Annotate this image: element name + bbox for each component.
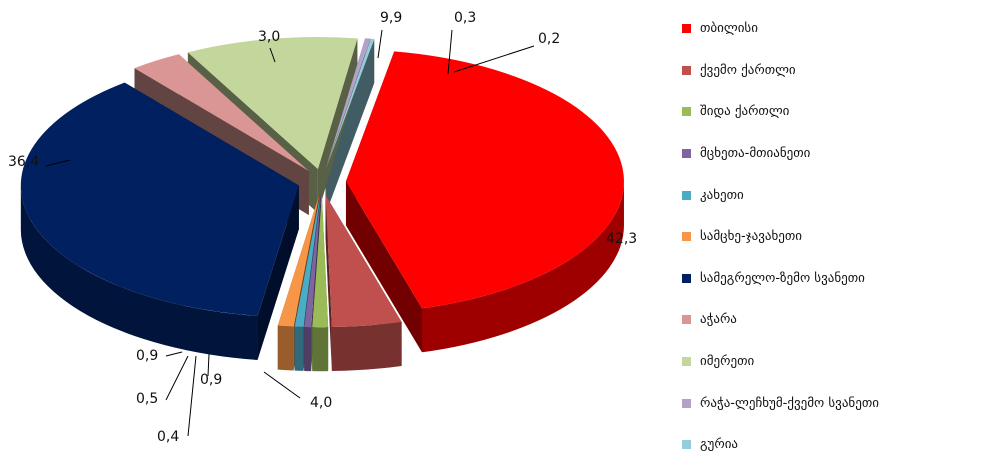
- slice-side: [304, 326, 312, 372]
- legend-swatch: [682, 24, 691, 34]
- slice-wall: [345, 181, 422, 353]
- slice-6: [20, 82, 299, 316]
- slice-side: [312, 327, 329, 372]
- slice-5: [277, 195, 320, 327]
- data-label: 36,4: [8, 154, 39, 170]
- leader-line: [263, 371, 301, 399]
- legend-item: თბილისი: [682, 8, 982, 50]
- data-label: 0,5: [136, 391, 158, 407]
- legend-swatch: [682, 190, 691, 200]
- pie-chart: 42,3 4,0 0,9 0,4 0,5 0,9 36,4 3,0 9,9 0,3 0,2: [8, 10, 637, 445]
- data-label: 0,4: [157, 429, 179, 445]
- slice-side: [20, 185, 258, 360]
- leader-line: [165, 351, 183, 357]
- slice-3: [304, 195, 321, 328]
- slice-10: [326, 38, 375, 169]
- legend-item: იმერეთი: [682, 341, 982, 383]
- data-labels: 42,3 4,0 0,9 0,4 0,5 0,9 36,4 3,0 9,9 0,3 0,2: [8, 10, 637, 445]
- leader-line: [447, 29, 453, 75]
- legend-label: სამეგრელო-ზემო სვანეთი: [700, 270, 865, 286]
- data-label: 0,9: [136, 348, 158, 364]
- data-label: 0,2: [538, 31, 560, 47]
- legend-label: იმერეთი: [700, 354, 755, 370]
- legend-swatch: [682, 65, 691, 75]
- legend-swatch: [682, 398, 691, 408]
- data-label: 0,9: [200, 372, 222, 388]
- slice-wall: [257, 185, 299, 360]
- legend-label: კახეთი: [700, 187, 744, 203]
- legend-swatch: [682, 149, 691, 159]
- data-label: 9,9: [380, 10, 402, 26]
- slice-4: [294, 195, 321, 327]
- slice-tops: [20, 36, 624, 328]
- data-label: 4,0: [310, 395, 332, 411]
- legend-label: ქვემო ქართლი: [700, 62, 796, 78]
- legend-label: გურია: [700, 437, 739, 453]
- legend-item: კახეთი: [682, 174, 982, 216]
- leader-line: [165, 355, 189, 401]
- slice-8: [187, 36, 358, 169]
- slice-wall: [326, 38, 375, 213]
- legend-swatch: [682, 232, 691, 242]
- leader-line: [377, 29, 383, 59]
- slice-side: [331, 322, 402, 372]
- slice-side: [277, 325, 294, 371]
- legend-label: მცხეთა-მთიანეთი: [700, 146, 811, 162]
- legend-item: შიდა ქართლი: [682, 91, 982, 133]
- slice-side: [294, 326, 304, 371]
- slice-side: [421, 181, 624, 353]
- data-label: 42,3: [606, 231, 637, 247]
- legend-item: გურია: [682, 424, 982, 466]
- legend-item: ქვემო ქართლი: [682, 50, 982, 92]
- leader-line: [453, 45, 535, 73]
- data-label: 0,3: [454, 10, 476, 26]
- legend-item: აჭარა: [682, 299, 982, 341]
- legend: თბილისი ქვემო ქართლი შიდა ქართლი მცხეთა-მთი…: [682, 8, 982, 466]
- leader-line: [187, 355, 197, 437]
- legend-label: თბილისი: [700, 21, 758, 37]
- legend-item: რაჭა-ლეჩხუმ-ქვემო სვანეთი: [682, 382, 982, 424]
- legend-label: შიდა ქართლი: [700, 104, 790, 120]
- slice-2: [312, 195, 329, 328]
- slice-1: [325, 195, 402, 328]
- legend-label: აჭარა: [700, 312, 737, 328]
- leader-line: [207, 353, 210, 377]
- leader-line: [269, 47, 276, 63]
- slice-0: [345, 51, 624, 309]
- legend-swatch: [682, 315, 691, 325]
- slice-wall: [317, 38, 358, 213]
- legend-item: სამცხე-ჯავახეთი: [682, 216, 982, 258]
- legend-swatch: [682, 440, 691, 450]
- legend-label: სამცხე-ჯავახეთი: [700, 229, 803, 245]
- legend-swatch: [682, 273, 691, 283]
- legend-swatch: [682, 107, 691, 117]
- legend-item: სამეგრელო-ზემო სვანეთი: [682, 258, 982, 300]
- slice-7: [134, 54, 309, 171]
- data-label: 3,0: [258, 29, 280, 45]
- slice-9: [325, 38, 371, 169]
- legend-swatch: [682, 357, 691, 367]
- leader-line: [45, 159, 71, 167]
- legend-label: რაჭა-ლეჩხუმ-ქვემო სვანეთი: [700, 395, 879, 411]
- legend-item: მცხეთა-მთიანეთი: [682, 133, 982, 175]
- slice-wall: [325, 195, 332, 372]
